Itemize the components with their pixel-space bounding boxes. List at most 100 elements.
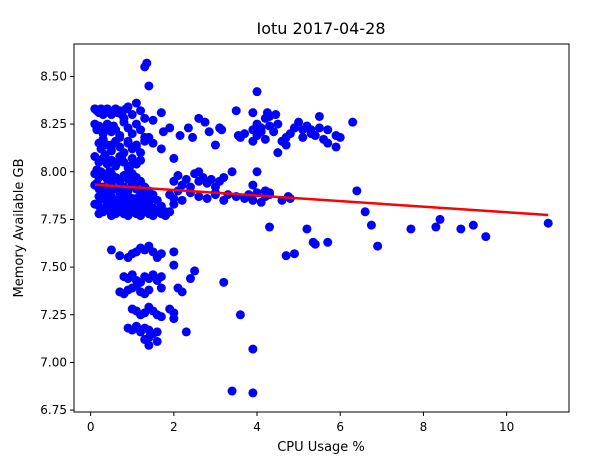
data-point [158,127,168,137]
data-point [306,129,316,139]
data-point [248,344,258,354]
data-point [96,167,106,177]
data-point [227,167,237,177]
data-point [310,239,320,249]
y-tick-label: 8.25 [40,117,67,131]
data-point [127,110,137,120]
data-point [314,111,324,121]
data-point [177,195,187,205]
data-point [194,192,204,202]
data-point [148,115,158,125]
data-point [177,287,187,297]
data-point [289,123,299,133]
data-point [352,186,362,196]
data-point [281,140,291,150]
data-point [260,134,270,144]
data-point [123,136,133,146]
x-axis-label: CPU Usage % [277,440,365,455]
x-tick-label: 4 [253,420,261,434]
data-point [125,161,135,171]
y-tick-label: 7.75 [40,212,67,226]
data-point [173,171,183,181]
data-point [202,193,212,203]
data-point [265,188,274,198]
data-point [152,336,162,346]
data-point [240,193,250,203]
data-point [123,102,133,112]
data-point [115,251,125,261]
data-point [102,197,112,207]
data-point [138,190,148,200]
y-axis-label: Memory Available GB [12,159,27,298]
data-point [144,81,154,91]
data-point [366,220,376,230]
data-point [185,188,195,198]
data-point [281,251,291,261]
data-point [169,260,179,270]
data-point [98,207,108,217]
data-point [98,134,108,144]
data-point [323,237,333,247]
data-point [140,132,150,142]
plot-frame [73,43,570,413]
data-point [156,249,166,259]
data-point [106,140,116,150]
y-tick-label: 7.25 [40,308,67,322]
data-point [131,98,141,108]
data-point [314,123,324,133]
data-point [175,131,185,141]
data-point [302,224,312,234]
x-tick-label: 2 [170,420,178,434]
data-point [248,180,258,190]
data-point [140,113,150,123]
data-point [115,131,125,141]
data-point [144,285,154,295]
trend-line [94,183,549,217]
data-point [227,386,237,396]
data-point [92,178,102,188]
data-point [127,193,137,203]
data-point [289,249,299,259]
y-axis: 6.75 7.00 7.25 7.50 7.75 8.00 8.25 8.50 [40,69,74,417]
data-point [231,106,241,116]
data-point [188,132,198,142]
data-point [111,195,121,205]
data-point [144,333,154,343]
data-point [273,148,283,158]
data-point [273,119,283,129]
data-point [360,207,370,217]
data-point [456,224,466,234]
data-point [298,132,308,142]
data-point [156,312,166,322]
chart-title: Iotu 2017-04-28 [257,19,386,38]
data-point [136,155,146,165]
data-point [252,87,262,97]
data-point [543,218,553,228]
data-point [156,144,166,154]
data-point [156,108,166,118]
data-point [148,138,158,148]
data-point [190,266,200,276]
data-point [144,201,154,211]
x-tick-label: 6 [336,420,344,434]
data-point [481,232,491,242]
data-point [136,197,146,207]
y-tick-label: 7.00 [40,355,67,369]
data-point [117,152,127,161]
data-point [210,140,220,150]
data-point [331,142,341,152]
x-tick-label: 10 [499,420,514,434]
data-point [169,193,179,203]
data-point [200,117,210,127]
data-point [206,174,216,184]
data-point [165,207,175,217]
data-point [119,199,129,209]
data-point [156,283,166,293]
data-point [248,195,258,205]
data-point [217,125,227,135]
data-point [181,327,191,337]
data-point [169,247,179,257]
x-tick-label: 0 [87,420,95,434]
